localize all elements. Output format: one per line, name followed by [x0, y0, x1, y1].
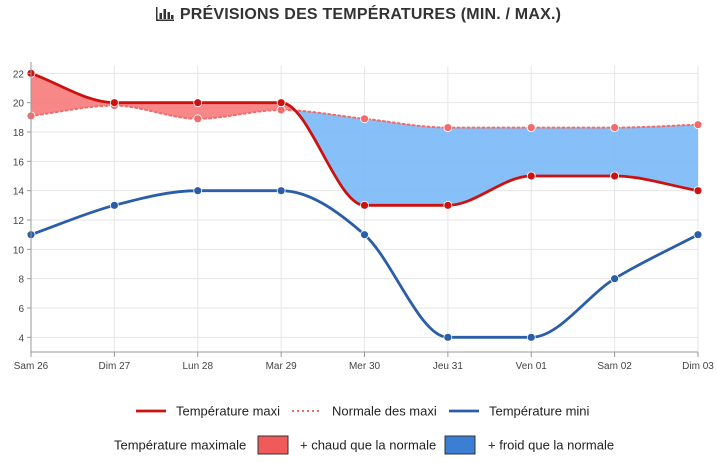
warmer-fill-area	[31, 73, 294, 119]
data-point	[693, 230, 703, 240]
x-tick-label: Mer 30	[349, 361, 381, 372]
legend-area-label: Température maximale	[114, 438, 246, 453]
legend-label: Température mini	[489, 404, 590, 419]
y-tick-label-8: 8	[18, 275, 24, 286]
data-point	[443, 123, 453, 132]
y-tick-label-10: 10	[13, 245, 25, 256]
legend-label: Normale des maxi	[332, 404, 437, 419]
data-point	[526, 123, 536, 132]
y-tick-label-12: 12	[13, 216, 25, 227]
deviation-fills	[31, 73, 698, 206]
x-tick-label: Mar 29	[266, 361, 298, 372]
data-point	[360, 114, 369, 124]
data-point	[360, 230, 369, 240]
bar-chart-icon	[155, 7, 174, 26]
data-point	[276, 186, 286, 196]
y-tick-label-16: 16	[13, 157, 25, 168]
legend-colder-swatch	[444, 435, 476, 455]
data-point	[693, 120, 703, 130]
data-point	[610, 171, 620, 181]
y-tick-label-20: 20	[13, 99, 25, 110]
colder-fill-area	[295, 110, 698, 206]
y-tick-label-18: 18	[13, 128, 25, 139]
x-tick-label: Sam 26	[14, 361, 49, 372]
series-points	[26, 68, 703, 342]
x-tick-label: Lun 28	[182, 361, 213, 372]
legend-label: Température maxi	[176, 404, 280, 419]
x-tick-label: Jeu 31	[433, 361, 463, 372]
axes: 4 6 8 10 12 14 16 18 20 22 Sam 26 Dim 27 Lun 28 Mar 2…	[13, 62, 714, 372]
data-point	[443, 200, 453, 210]
data-point	[193, 186, 203, 196]
x-tick-label: Dim 27	[99, 361, 131, 372]
data-point	[276, 98, 286, 108]
x-tick-label: Dim 03	[682, 361, 714, 372]
data-point	[526, 171, 536, 181]
legend-warmer-label: + chaud que la normale	[300, 438, 436, 453]
data-point	[276, 105, 286, 115]
legend-warmer-swatch	[257, 435, 289, 455]
data-point	[360, 200, 369, 210]
legend: Température maxi Normale des maxi Températ…	[114, 404, 614, 455]
data-point	[610, 123, 620, 132]
data-point	[109, 98, 119, 108]
y-tick-label-4: 4	[18, 333, 24, 344]
y-tick-label-14: 14	[13, 187, 25, 198]
y-tick-label-6: 6	[18, 304, 24, 315]
data-point	[610, 274, 620, 284]
chart-title-text: PRÉVISIONS DES TEMPÉRATURES (MIN. / MAX.…	[179, 6, 562, 23]
y-tick-label-22: 22	[13, 69, 25, 80]
data-point	[443, 332, 453, 342]
series-line	[29, 189, 700, 339]
data-point	[193, 114, 203, 124]
x-tick-label: Ven 01	[516, 361, 548, 372]
data-point	[193, 98, 203, 108]
chart-title: PRÉVISIONS DES TEMPÉRATURES (MIN. / MAX.…	[0, 6, 717, 26]
data-point	[109, 200, 119, 210]
data-point	[693, 186, 703, 196]
data-point	[526, 332, 536, 342]
legend-colder-label: + froid que la normale	[488, 438, 614, 453]
x-tick-label: Sam 02	[597, 361, 632, 372]
